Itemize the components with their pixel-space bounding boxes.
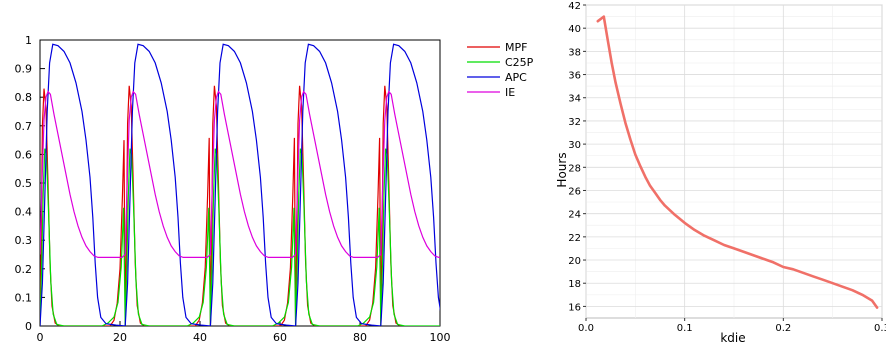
y-tick-label: 32 — [568, 117, 581, 128]
y-tick-label: 28 — [568, 163, 581, 174]
x-tick-label: 0.2 — [775, 323, 791, 334]
x-tick-label: 20 — [113, 331, 127, 344]
y-tick-label: 0.3 — [15, 234, 33, 247]
y-tick-label: 38 — [568, 47, 581, 58]
y-tick-label: 0.7 — [15, 120, 33, 133]
series-mpf — [40, 85, 402, 326]
legend-label-ie: IE — [505, 86, 515, 99]
period-x-axis-label: kdie — [720, 331, 745, 345]
period-chart: kdie Hours 0.0 0.1 0.2 0.3 16 18 20 22 24 26 28 30 3… — [555, 1, 886, 345]
series-apc — [40, 43, 440, 326]
y-tick-label: 16 — [568, 302, 581, 313]
y-tick-label: 0.2 — [15, 263, 33, 276]
x-tick-label: 60 — [273, 331, 287, 344]
y-tick-label: 34 — [568, 94, 581, 105]
y-tick-label: 18 — [568, 279, 581, 290]
period-y-axis-label: Hours — [555, 152, 569, 187]
oscillation-legend: MPF C25P APC IE — [467, 41, 534, 99]
series-hours — [596, 15, 879, 309]
y-tick-label: 22 — [568, 233, 581, 244]
x-tick-label: 0.3 — [874, 323, 886, 334]
y-tick-label: 40 — [568, 24, 581, 35]
y-tick-label: 42 — [568, 1, 581, 12]
y-tick-label: 0.8 — [15, 91, 33, 104]
x-tick-label: 80 — [353, 331, 367, 344]
y-tick-label: 20 — [568, 256, 581, 267]
oscillation-chart: 0 20 40 60 80 100 0 0.1 0.2 0.3 0.4 0.5 0.6 0.7 0.8 0.9… — [15, 34, 451, 344]
x-tick-label: 100 — [430, 331, 451, 344]
y-tick-label: 1 — [25, 34, 32, 47]
y-tick-label: 36 — [568, 71, 581, 82]
y-tick-label: 30 — [568, 140, 581, 151]
x-tick-label: 0 — [37, 331, 44, 344]
y-tick-label: 0.6 — [15, 148, 33, 161]
y-tick-label: 26 — [568, 186, 581, 197]
legend-label-apc: APC — [505, 71, 527, 84]
series-c25p — [40, 148, 440, 326]
y-tick-label: 0 — [25, 320, 32, 333]
x-tick-label: 40 — [193, 331, 207, 344]
x-tick-label: 0.0 — [578, 323, 594, 334]
y-tick-label: 0.4 — [15, 206, 33, 219]
y-tick-label: 0.9 — [15, 63, 33, 76]
legend-label-mpf: MPF — [505, 41, 527, 54]
series-ie — [40, 90, 440, 258]
legend-label-c25p: C25P — [505, 56, 534, 69]
y-tick-label: 0.5 — [15, 177, 33, 190]
y-tick-label: 0.1 — [15, 291, 33, 304]
x-tick-label: 0.1 — [677, 323, 693, 334]
y-tick-label: 24 — [568, 210, 581, 221]
